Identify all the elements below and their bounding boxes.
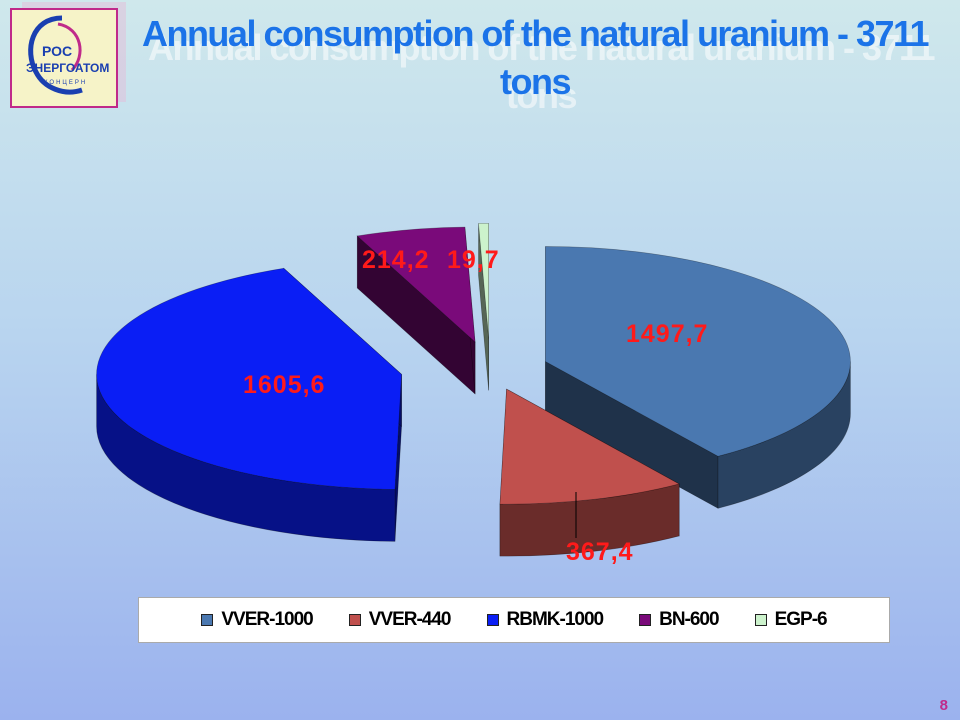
- slice-side-rbmk-1000-0: [96, 374, 396, 542]
- rosenergoatom-logo-graphic: РОС ЭНЕРГОАТОМ КОНЦЕРН: [26, 15, 109, 95]
- logo-text-3: КОНЦЕРН: [44, 80, 87, 86]
- legend-item-vver-1000: VVER-1000: [201, 609, 314, 631]
- slice-top-bn-600: [356, 226, 476, 343]
- slide-title-block: Annual consumption of the natural uraniu…: [135, 10, 936, 116]
- slice-top-vver-1000: [545, 246, 851, 457]
- legend-swatch-bn-600: [639, 614, 652, 626]
- data-label-bn-600: 214,2: [362, 246, 430, 274]
- data-label-vver-440: 367,4: [566, 538, 634, 566]
- slice-rbmk-1000: [96, 267, 402, 542]
- slice-top-rbmk-1000: [96, 267, 402, 490]
- logo-text-1: РОС: [42, 43, 72, 59]
- slice-wall-vver-1000-1: [545, 360, 719, 509]
- rosenergoatom-logo: РОС ЭНЕРГОАТОМ КОНЦЕРН: [10, 8, 118, 108]
- slice-top-egp-6: [478, 223, 489, 339]
- legend-label-rbmk-1000: RBMK-1000: [506, 609, 605, 630]
- slice-top-vver-440: [499, 388, 680, 505]
- legend-item-bn-600: BN-600: [639, 609, 720, 631]
- slide-title-shadow: Annual consumption of the natural uraniu…: [147, 27, 936, 116]
- slice-bn-600: [356, 226, 476, 395]
- slice-vver-1000: [545, 246, 851, 509]
- legend-item-rbmk-1000: RBMK-1000: [486, 609, 605, 631]
- legend-item-egp-6: EGP-6: [754, 609, 828, 631]
- data-label-egp-6: 19,7: [447, 246, 500, 274]
- legend-label-vver-1000: VVER-1000: [221, 609, 313, 630]
- legend-item-vver-440: VVER-440: [348, 609, 452, 631]
- slice-wall-bn-600-0: [356, 235, 476, 395]
- chart-legend: VVER-1000 VVER-440 RBMK-1000 BN-600 EGP-6: [138, 597, 890, 643]
- slide-title: Annual consumption of the natural uraniu…: [141, 13, 930, 102]
- legend-label-egp-6: EGP-6: [774, 609, 828, 630]
- legend-swatch-vver-1000: [201, 614, 214, 626]
- logo-text-2: ЭНЕРГОАТОМ: [26, 61, 109, 75]
- legend-label-vver-440: VVER-440: [368, 609, 452, 630]
- legend-swatch-vver-440: [348, 614, 361, 626]
- pie-slices: [96, 223, 851, 557]
- slice-vver-440: [499, 388, 680, 557]
- page-number: 8: [939, 697, 948, 714]
- slice-wall-egp-6-0: [478, 223, 489, 391]
- slice-egp-6: [478, 223, 489, 391]
- data-label-rbmk-1000: 1605,6: [243, 371, 325, 399]
- legend-swatch-egp-6: [754, 614, 767, 626]
- data-label-vver-1000: 1497,7: [626, 320, 708, 348]
- legend-swatch-rbmk-1000: [486, 614, 499, 626]
- legend-label-bn-600: BN-600: [659, 609, 719, 630]
